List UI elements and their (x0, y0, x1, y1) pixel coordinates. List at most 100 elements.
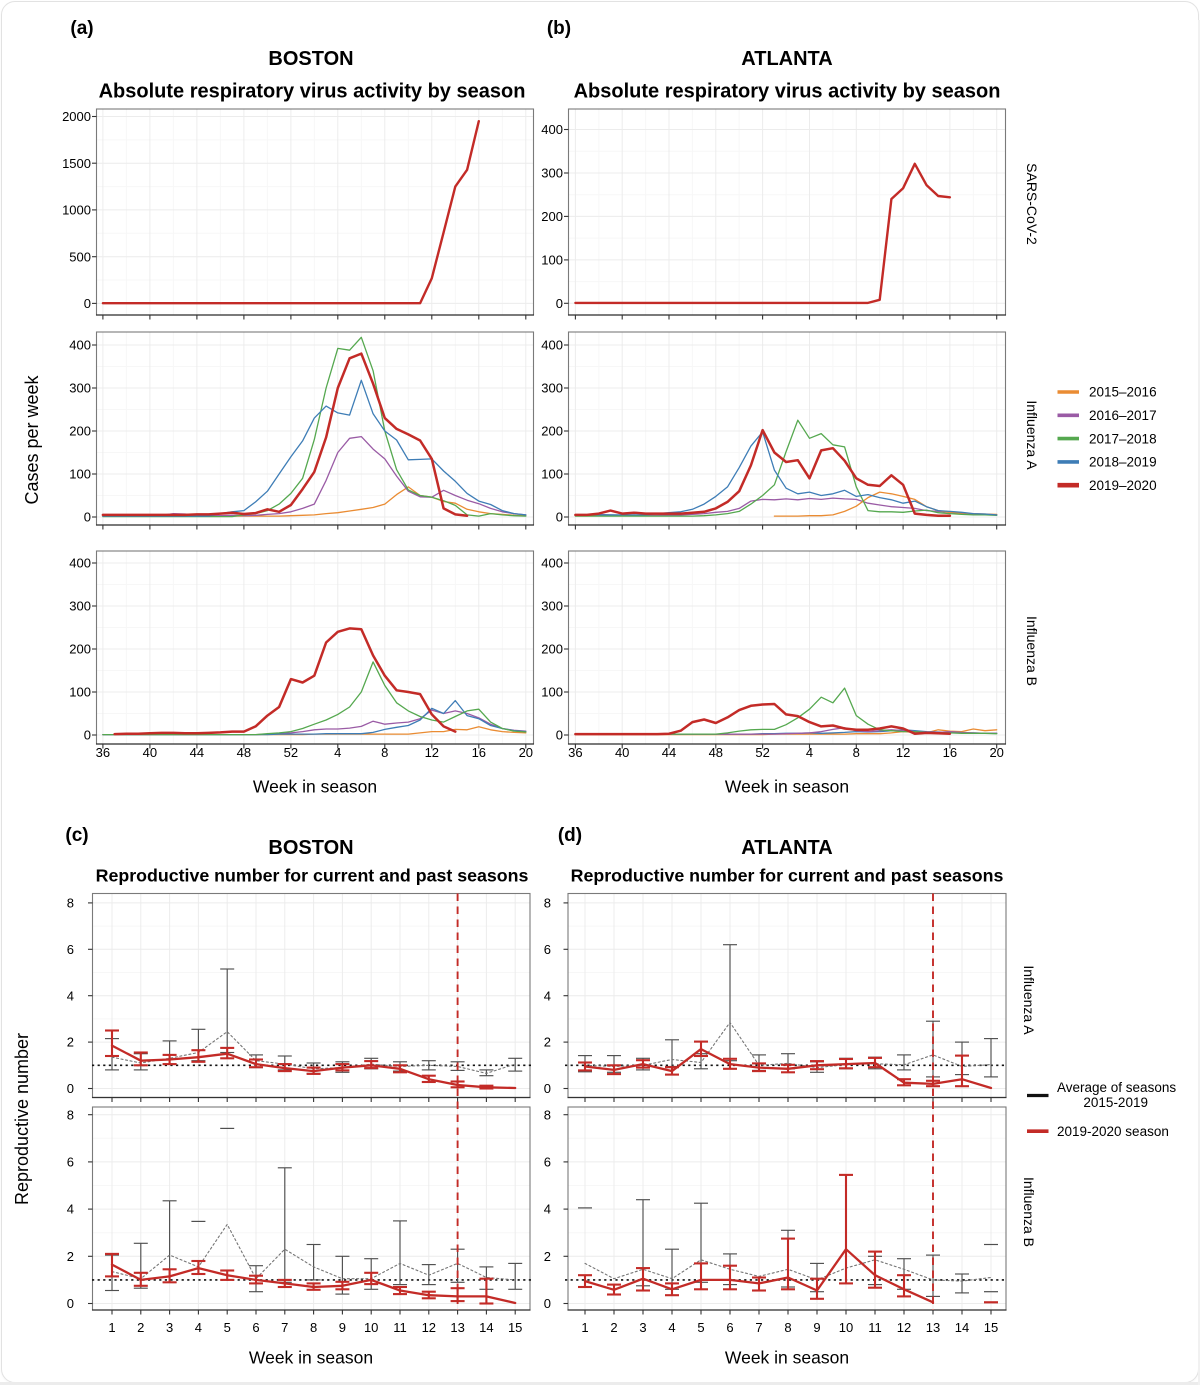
svg-text:300: 300 (541, 166, 563, 181)
svg-text:Absolute respiratory virus act: Absolute respiratory virus activity by s… (574, 81, 1001, 103)
svg-text:Week in season: Week in season (249, 1348, 373, 1368)
svg-text:1: 1 (108, 1320, 115, 1335)
svg-text:2: 2 (67, 1035, 74, 1050)
svg-text:SARS-CoV-2: SARS-CoV-2 (1024, 163, 1040, 245)
svg-text:100: 100 (541, 467, 563, 482)
svg-text:BOSTON: BOSTON (268, 48, 353, 70)
svg-text:300: 300 (541, 599, 563, 614)
svg-text:8: 8 (544, 1107, 551, 1122)
svg-text:15: 15 (508, 1320, 522, 1335)
svg-text:Influenza B: Influenza B (1021, 1177, 1037, 1247)
svg-text:Cases per week: Cases per week (22, 374, 42, 504)
svg-text:Week in season: Week in season (725, 777, 849, 797)
svg-text:4: 4 (544, 988, 551, 1003)
svg-text:Reproductive number for curren: Reproductive number for current and past… (571, 866, 1004, 886)
svg-text:2018–2019: 2018–2019 (1089, 455, 1157, 470)
svg-text:8: 8 (853, 745, 860, 760)
svg-text:36: 36 (568, 745, 582, 760)
svg-text:Influenza A: Influenza A (1021, 965, 1037, 1035)
svg-text:400: 400 (541, 556, 563, 571)
svg-text:4: 4 (334, 745, 341, 760)
svg-text:1000: 1000 (62, 203, 91, 218)
svg-text:48: 48 (237, 745, 251, 760)
svg-text:8: 8 (67, 896, 74, 911)
svg-text:10: 10 (364, 1320, 378, 1335)
svg-text:Influenza B: Influenza B (1024, 616, 1040, 686)
svg-text:4: 4 (544, 1202, 551, 1217)
svg-text:0: 0 (544, 1296, 551, 1311)
svg-text:400: 400 (69, 556, 91, 571)
svg-text:40: 40 (615, 745, 629, 760)
svg-text:12: 12 (422, 1320, 436, 1335)
svg-text:0: 0 (84, 296, 91, 311)
svg-text:20: 20 (519, 745, 533, 760)
svg-text:9: 9 (813, 1320, 820, 1335)
svg-text:2: 2 (137, 1320, 144, 1335)
svg-text:20: 20 (989, 745, 1003, 760)
svg-text:10: 10 (839, 1320, 853, 1335)
svg-text:100: 100 (69, 467, 91, 482)
svg-text:Absolute respiratory virus act: Absolute respiratory virus activity by s… (99, 81, 526, 103)
svg-text:Reproductive number for curren: Reproductive number for current and past… (96, 866, 529, 886)
svg-text:8: 8 (310, 1320, 317, 1335)
svg-text:3: 3 (639, 1320, 646, 1335)
svg-text:16: 16 (943, 745, 957, 760)
svg-text:48: 48 (709, 745, 723, 760)
svg-text:8: 8 (381, 745, 388, 760)
svg-text:Influenza A: Influenza A (1024, 400, 1040, 470)
svg-text:2017–2018: 2017–2018 (1089, 431, 1157, 446)
svg-text:2015-2019: 2015-2019 (1083, 1095, 1148, 1110)
svg-text:500: 500 (69, 249, 91, 264)
svg-text:16: 16 (472, 745, 486, 760)
svg-text:200: 200 (69, 424, 91, 439)
svg-text:7: 7 (281, 1320, 288, 1335)
svg-text:BOSTON: BOSTON (268, 837, 353, 859)
svg-text:9: 9 (339, 1320, 346, 1335)
svg-text:12: 12 (896, 745, 910, 760)
svg-text:0: 0 (556, 296, 563, 311)
svg-text:6: 6 (67, 942, 74, 957)
svg-text:44: 44 (662, 745, 676, 760)
svg-text:13: 13 (926, 1320, 940, 1335)
svg-text:(c): (c) (65, 825, 88, 846)
svg-text:300: 300 (69, 381, 91, 396)
svg-text:36: 36 (96, 745, 110, 760)
svg-text:12: 12 (425, 745, 439, 760)
svg-text:5: 5 (697, 1320, 704, 1335)
svg-text:2: 2 (67, 1249, 74, 1264)
svg-text:4: 4 (806, 745, 813, 760)
svg-text:2015–2016: 2015–2016 (1089, 385, 1157, 400)
svg-text:40: 40 (143, 745, 157, 760)
svg-text:0: 0 (84, 510, 91, 525)
svg-text:100: 100 (541, 253, 563, 268)
svg-text:ATLANTA: ATLANTA (741, 48, 832, 70)
svg-text:2: 2 (544, 1035, 551, 1050)
svg-text:1: 1 (581, 1320, 588, 1335)
svg-text:52: 52 (284, 745, 298, 760)
svg-text:1500: 1500 (62, 156, 91, 171)
svg-text:(b): (b) (547, 18, 571, 39)
svg-text:2: 2 (544, 1249, 551, 1264)
svg-text:Week in season: Week in season (253, 777, 377, 797)
svg-text:0: 0 (67, 1081, 74, 1096)
svg-text:4: 4 (668, 1320, 675, 1335)
svg-text:400: 400 (69, 338, 91, 353)
svg-text:0: 0 (67, 1296, 74, 1311)
svg-text:6: 6 (67, 1155, 74, 1170)
svg-text:0: 0 (544, 1081, 551, 1096)
svg-text:Reproductive number: Reproductive number (12, 1033, 32, 1205)
svg-text:400: 400 (541, 122, 563, 137)
svg-text:15: 15 (984, 1320, 998, 1335)
svg-text:13: 13 (450, 1320, 464, 1335)
svg-text:8: 8 (67, 1107, 74, 1122)
svg-text:52: 52 (755, 745, 769, 760)
svg-text:14: 14 (955, 1320, 969, 1335)
svg-text:400: 400 (541, 338, 563, 353)
svg-text:7: 7 (755, 1320, 762, 1335)
svg-text:Average of seasons: Average of seasons (1057, 1080, 1176, 1095)
svg-text:(a): (a) (70, 18, 93, 39)
svg-text:300: 300 (541, 381, 563, 396)
svg-text:2016–2017: 2016–2017 (1089, 408, 1157, 423)
svg-text:5: 5 (224, 1320, 231, 1335)
svg-text:44: 44 (190, 745, 204, 760)
